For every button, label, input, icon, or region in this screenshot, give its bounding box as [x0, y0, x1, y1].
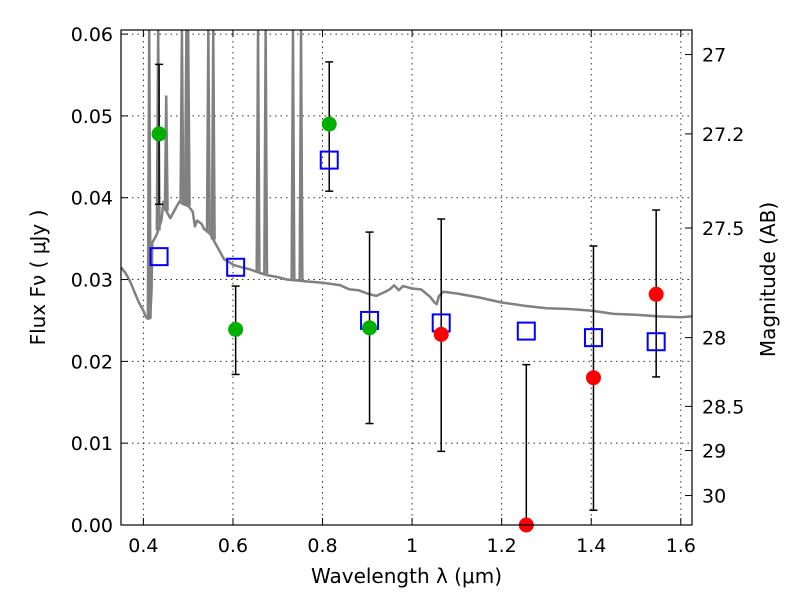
y2-tick-label: 30: [702, 486, 726, 508]
x-tick-label: 1.6: [666, 535, 696, 557]
y2-tick-label: 27.5: [702, 218, 744, 240]
x-tick-label: 1.2: [487, 535, 517, 557]
model-flux-square: [583, 328, 603, 348]
y2-tick-label: 28.5: [702, 396, 744, 418]
observed-flux-point: [648, 286, 664, 302]
grid-lines: [121, 30, 692, 525]
emission-line: [290, 29, 296, 281]
observed-flux-point: [228, 321, 244, 337]
model-flux-square: [319, 150, 339, 170]
emission-line: [185, 29, 191, 206]
x-tick-label: 1.4: [576, 535, 606, 557]
x-axis-label: Wavelength λ (μm): [311, 564, 502, 588]
model-flux-square: [149, 247, 169, 267]
model-flux-square: [646, 332, 666, 352]
model-flux-square: [226, 257, 246, 277]
emission-line: [298, 29, 304, 281]
y-tick-label: 0.06: [71, 24, 113, 46]
y-tick-label: 0.01: [71, 433, 113, 455]
emission-line: [205, 29, 211, 233]
plot-frame: [120, 29, 693, 526]
y2-tick-label: 27: [702, 45, 726, 67]
y-axis-label: Flux Fν ( μJy ): [26, 210, 50, 346]
emission-line: [179, 29, 185, 204]
y-tick-label: 0.05: [71, 106, 113, 128]
model-spectrum: [120, 29, 693, 321]
emission-line: [255, 29, 261, 273]
emission-line: [210, 29, 216, 240]
x-tick-label: 0.4: [128, 535, 158, 557]
emission-line: [146, 29, 152, 319]
x-tick-label: 0.8: [307, 535, 337, 557]
y2-tick-label: 29: [702, 441, 726, 463]
observed-flux-point: [585, 370, 601, 386]
error-bars: [155, 61, 661, 526]
y2-axis-label: Magnitude (AB): [756, 202, 780, 357]
y-tick-label: 0.03: [71, 270, 113, 292]
observed-flux-point: [151, 126, 167, 142]
emission-line: [163, 95, 169, 211]
axis-labels: Wavelength λ (μm) Flux Fν ( μJy ) Magnitud…: [26, 202, 780, 588]
axes: 0.4 0.6 0.8 1 1.2 1.4 1.6 0.00 0.01 0.02 0.03 0.04 0…: [71, 24, 745, 557]
observed-flux-point: [321, 116, 337, 132]
y2-tick-label: 27.2: [702, 124, 744, 146]
observed-flux-point: [433, 326, 449, 342]
observed-flux-point: [362, 320, 378, 336]
model-photometry: [149, 150, 666, 352]
x-tick-label: 1: [406, 535, 418, 557]
emission-line: [263, 29, 269, 275]
observed-photometry: [151, 116, 664, 533]
x-tick-label: 0.6: [218, 535, 248, 557]
model-flux-square: [516, 321, 536, 341]
y-tick-label: 0.00: [71, 515, 113, 537]
y-tick-label: 0.02: [71, 351, 113, 373]
y2-tick-label: 28: [702, 328, 726, 350]
y-tick-label: 0.04: [71, 188, 113, 210]
